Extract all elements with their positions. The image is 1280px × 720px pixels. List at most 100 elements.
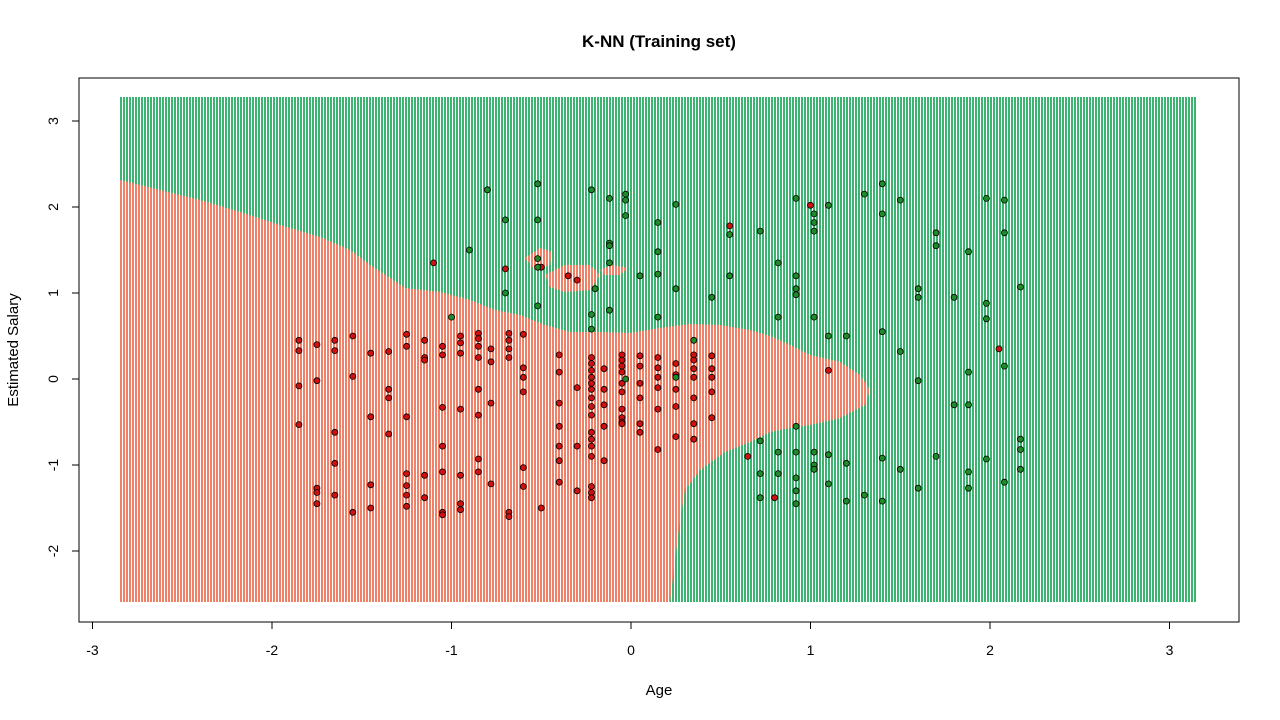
point-class-0 bbox=[349, 372, 357, 380]
point-class-0 bbox=[403, 413, 411, 421]
point-class-0 bbox=[421, 471, 429, 479]
y-axis: -2 -1 0 1 2 3 bbox=[45, 117, 80, 557]
point-class-0 bbox=[555, 478, 563, 486]
point-class-0 bbox=[403, 470, 411, 478]
point-class-0 bbox=[439, 468, 446, 476]
point-class-0 bbox=[588, 483, 595, 490]
point-class-0 bbox=[995, 345, 1003, 353]
point-class-0 bbox=[403, 482, 411, 490]
point-class-1 bbox=[774, 470, 782, 478]
point-class-0 bbox=[349, 508, 357, 516]
point-class-1 bbox=[965, 248, 972, 256]
point-class-0 bbox=[487, 480, 495, 488]
point-class-0 bbox=[807, 201, 814, 209]
point-class-0 bbox=[573, 276, 581, 284]
point-class-1 bbox=[588, 311, 595, 318]
point-class-0 bbox=[474, 411, 482, 419]
point-class-1 bbox=[501, 289, 509, 297]
point-class-0 bbox=[313, 377, 321, 385]
point-class-0 bbox=[367, 504, 375, 512]
point-class-0 bbox=[588, 428, 595, 436]
point-class-1 bbox=[1001, 478, 1008, 486]
point-class-0 bbox=[618, 420, 626, 428]
point-class-1 bbox=[654, 313, 662, 321]
point-class-0 bbox=[708, 388, 716, 396]
point-class-0 bbox=[654, 405, 662, 413]
point-class-0 bbox=[708, 352, 716, 360]
point-class-1 bbox=[965, 368, 972, 376]
point-class-0 bbox=[771, 494, 778, 502]
point-class-0 bbox=[573, 384, 581, 392]
point-class-0 bbox=[588, 394, 595, 402]
point-class-0 bbox=[726, 222, 734, 230]
point-class-0 bbox=[295, 347, 303, 355]
point-class-1 bbox=[914, 377, 922, 385]
point-class-0 bbox=[654, 446, 662, 453]
point-class-1 bbox=[1017, 283, 1024, 291]
decision-regions bbox=[120, 97, 1197, 602]
point-class-1 bbox=[878, 328, 886, 336]
point-class-1 bbox=[483, 186, 491, 194]
point-class-1 bbox=[965, 468, 972, 476]
point-class-0 bbox=[588, 452, 595, 460]
point-class-0 bbox=[295, 336, 303, 344]
point-class-1 bbox=[1017, 465, 1024, 473]
point-class-0 bbox=[600, 385, 608, 393]
point-class-1 bbox=[792, 487, 800, 495]
point-class-0 bbox=[457, 471, 464, 479]
point-class-0 bbox=[588, 360, 595, 367]
point-class-1 bbox=[983, 315, 990, 323]
point-class-1 bbox=[448, 313, 455, 321]
point-class-1 bbox=[932, 229, 940, 237]
point-class-0 bbox=[295, 421, 303, 429]
point-class-0 bbox=[690, 356, 698, 364]
point-class-1 bbox=[622, 196, 629, 204]
point-class-0 bbox=[618, 405, 626, 413]
point-class-1 bbox=[654, 248, 662, 256]
point-class-0 bbox=[588, 366, 595, 374]
point-class-1 bbox=[534, 180, 542, 188]
point-class-0 bbox=[654, 364, 662, 372]
point-class-0 bbox=[636, 379, 644, 387]
point-class-0 bbox=[564, 272, 572, 280]
point-class-0 bbox=[636, 420, 644, 428]
point-class-1 bbox=[878, 210, 886, 218]
point-class-0 bbox=[403, 342, 411, 350]
point-class-0 bbox=[588, 411, 595, 419]
point-class-1 bbox=[861, 491, 868, 499]
point-class-1 bbox=[843, 332, 850, 340]
point-class-1 bbox=[708, 293, 716, 301]
point-class-1 bbox=[1017, 435, 1024, 443]
point-class-0 bbox=[588, 373, 595, 381]
point-class-1 bbox=[825, 480, 832, 488]
point-class-0 bbox=[618, 368, 626, 376]
point-class-0 bbox=[708, 414, 716, 422]
point-class-0 bbox=[588, 354, 595, 361]
point-class-1 bbox=[983, 299, 990, 307]
point-class-1 bbox=[932, 242, 940, 250]
point-class-0 bbox=[505, 329, 513, 337]
point-class-1 bbox=[606, 306, 613, 314]
point-class-0 bbox=[349, 332, 357, 340]
point-class-1 bbox=[810, 448, 818, 456]
point-class-1 bbox=[792, 272, 800, 280]
point-class-0 bbox=[672, 385, 680, 393]
point-class-1 bbox=[465, 246, 473, 254]
point-class-0 bbox=[474, 385, 482, 393]
point-class-0 bbox=[439, 342, 446, 350]
point-class-0 bbox=[474, 342, 482, 350]
point-class-0 bbox=[403, 330, 411, 338]
point-class-1 bbox=[896, 348, 904, 355]
point-class-0 bbox=[457, 339, 464, 347]
point-class-0 bbox=[573, 487, 581, 495]
point-class-1 bbox=[914, 484, 922, 492]
point-class-0 bbox=[654, 354, 662, 361]
point-class-1 bbox=[896, 196, 904, 204]
point-class-1 bbox=[792, 448, 800, 456]
point-class-1 bbox=[534, 302, 542, 310]
point-class-0 bbox=[600, 457, 608, 465]
x-tick-label: -2 bbox=[266, 642, 279, 658]
point-class-0 bbox=[505, 345, 513, 353]
x-tick-label: -1 bbox=[445, 642, 458, 658]
